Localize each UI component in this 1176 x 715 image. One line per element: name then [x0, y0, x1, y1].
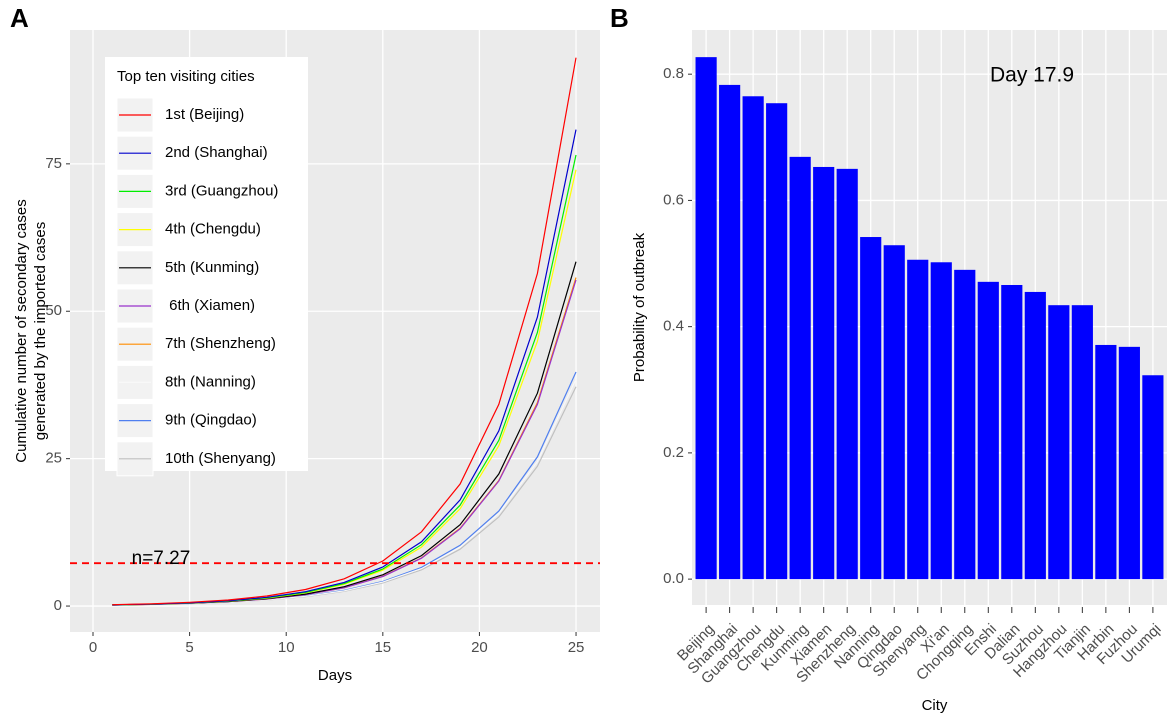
y-tick-label: 75	[45, 155, 62, 172]
bar	[1001, 284, 1023, 580]
x-tick-label: 0	[89, 639, 97, 656]
threshold-label: n=7.27	[132, 548, 191, 569]
bar	[883, 245, 905, 580]
bar	[930, 262, 952, 580]
legend-label: 4th (Chengdu)	[165, 221, 261, 238]
y-axis-title: Cumulative number of secondary cases	[13, 199, 30, 462]
y-tick-label: 0.4	[663, 318, 684, 335]
y-axis-title: generated by the imported cases	[32, 222, 49, 440]
bar	[1095, 344, 1117, 580]
legend-label: 10th (Shenyang)	[165, 450, 276, 467]
bar	[1071, 305, 1093, 580]
bar	[836, 168, 858, 580]
y-tick-label: 0.6	[663, 191, 684, 208]
y-tick-label: 0	[54, 597, 62, 614]
legend-title: Top ten visiting cities	[117, 68, 255, 85]
panel-tag: B	[610, 3, 629, 33]
bar	[695, 57, 717, 580]
bar	[1048, 305, 1070, 580]
bar	[977, 281, 999, 580]
annotation: Day 17.9	[990, 64, 1074, 87]
bar	[1142, 375, 1164, 580]
bar	[742, 96, 764, 580]
y-axis-title: Probability of outbreak	[631, 232, 648, 382]
legend-label: 8th (Nanning)	[165, 373, 256, 390]
bar	[1118, 346, 1140, 580]
y-tick-label: 0.2	[663, 444, 684, 461]
y-tick-label: 25	[45, 450, 62, 467]
series-line	[112, 57, 577, 606]
legend-label: 3rd (Guangzhou)	[165, 182, 278, 199]
x-tick-label: 15	[374, 639, 391, 656]
bar	[1024, 291, 1046, 580]
bar	[789, 156, 811, 580]
legend-label: 2nd (Shanghai)	[165, 144, 268, 161]
x-tick-label: 10	[278, 639, 295, 656]
y-tick-label: 0.0	[663, 570, 684, 587]
x-tick-label: 25	[568, 639, 585, 656]
y-tick-label: 50	[45, 302, 62, 319]
legend-label: 5th (Kunming)	[165, 259, 259, 276]
x-tick-label: 20	[471, 639, 488, 656]
bar	[860, 237, 882, 580]
legend-label: 9th (Qingdao)	[165, 412, 257, 429]
bar	[766, 103, 788, 580]
x-axis-title: City	[922, 697, 948, 714]
legend-label: 6th (Xiamen)	[165, 297, 255, 314]
legend-label: 1st (Beijing)	[165, 106, 244, 123]
bar	[719, 84, 741, 580]
bar	[813, 166, 835, 580]
x-axis-title: Days	[318, 667, 352, 684]
y-tick-label: 0.8	[663, 65, 684, 82]
x-tick-label: 5	[185, 639, 193, 656]
bar	[907, 259, 929, 580]
bar	[954, 269, 976, 580]
legend-label: 7th (Shenzheng)	[165, 335, 276, 352]
panel-tag: A	[10, 3, 29, 33]
